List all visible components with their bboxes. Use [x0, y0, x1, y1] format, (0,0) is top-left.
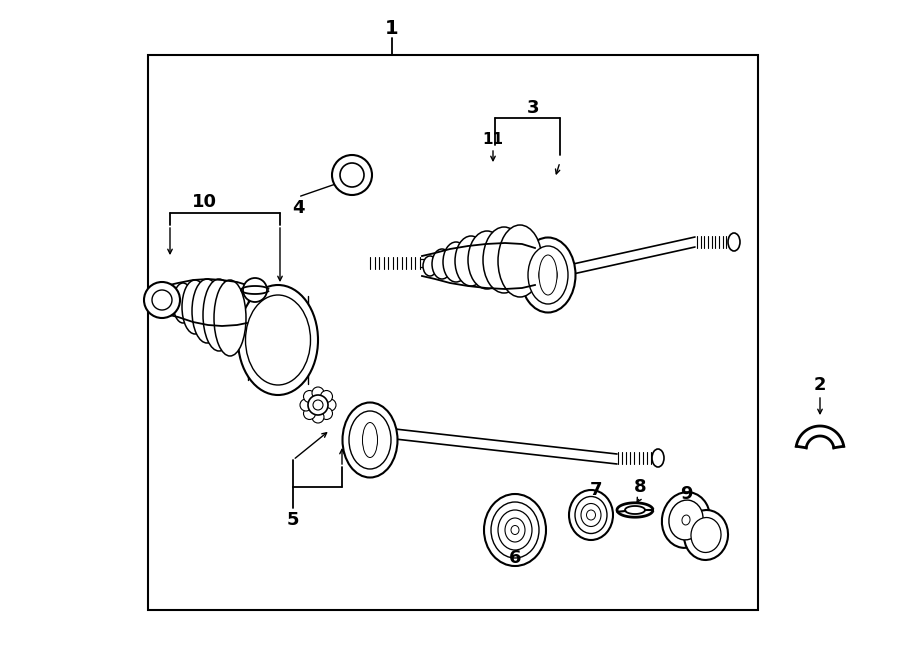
- Circle shape: [313, 400, 323, 410]
- Circle shape: [303, 407, 316, 420]
- Circle shape: [152, 290, 172, 310]
- Ellipse shape: [203, 279, 235, 351]
- Ellipse shape: [338, 164, 366, 186]
- Ellipse shape: [669, 500, 703, 540]
- Ellipse shape: [432, 249, 452, 279]
- Ellipse shape: [363, 432, 377, 447]
- Ellipse shape: [483, 227, 525, 293]
- Circle shape: [324, 399, 336, 411]
- Circle shape: [312, 411, 324, 423]
- Ellipse shape: [728, 233, 740, 251]
- Ellipse shape: [652, 449, 664, 467]
- Ellipse shape: [505, 518, 525, 542]
- Ellipse shape: [491, 502, 539, 558]
- Text: 10: 10: [192, 193, 217, 211]
- Text: 1: 1: [385, 19, 399, 38]
- Ellipse shape: [511, 525, 519, 535]
- Ellipse shape: [423, 256, 437, 276]
- Ellipse shape: [539, 265, 557, 285]
- Circle shape: [303, 391, 316, 403]
- Ellipse shape: [343, 168, 361, 182]
- Ellipse shape: [569, 490, 613, 540]
- Circle shape: [340, 163, 364, 187]
- Text: 2: 2: [814, 376, 826, 394]
- Ellipse shape: [182, 280, 208, 334]
- Text: 3: 3: [526, 99, 539, 117]
- Ellipse shape: [455, 236, 487, 286]
- Ellipse shape: [468, 231, 506, 289]
- Ellipse shape: [343, 403, 398, 477]
- Ellipse shape: [363, 422, 377, 457]
- Ellipse shape: [520, 237, 575, 313]
- Circle shape: [320, 407, 332, 420]
- Ellipse shape: [498, 510, 532, 550]
- Circle shape: [300, 399, 312, 411]
- Circle shape: [320, 391, 332, 403]
- Ellipse shape: [684, 510, 728, 560]
- Ellipse shape: [165, 286, 179, 314]
- Ellipse shape: [662, 492, 710, 548]
- Ellipse shape: [498, 225, 542, 297]
- Text: 4: 4: [292, 199, 304, 217]
- Ellipse shape: [575, 496, 607, 533]
- Circle shape: [308, 395, 328, 415]
- Text: 7: 7: [590, 481, 602, 499]
- Text: 11: 11: [482, 132, 503, 147]
- Ellipse shape: [587, 510, 596, 520]
- Ellipse shape: [349, 411, 391, 469]
- Ellipse shape: [539, 260, 557, 290]
- Text: 6: 6: [508, 549, 521, 567]
- Ellipse shape: [691, 518, 721, 553]
- Circle shape: [144, 282, 180, 318]
- Ellipse shape: [528, 246, 568, 304]
- Ellipse shape: [484, 494, 546, 566]
- Circle shape: [332, 155, 372, 195]
- Ellipse shape: [581, 504, 601, 527]
- Text: 8: 8: [634, 478, 646, 496]
- Text: 9: 9: [680, 485, 692, 503]
- Ellipse shape: [214, 280, 246, 356]
- Ellipse shape: [443, 242, 469, 282]
- Ellipse shape: [238, 285, 318, 395]
- Ellipse shape: [243, 278, 267, 302]
- Text: 5: 5: [287, 511, 299, 529]
- Ellipse shape: [363, 428, 377, 453]
- Ellipse shape: [246, 295, 310, 385]
- Circle shape: [312, 387, 324, 399]
- Ellipse shape: [682, 515, 690, 525]
- Ellipse shape: [539, 255, 557, 295]
- Ellipse shape: [192, 279, 222, 343]
- Ellipse shape: [173, 283, 193, 323]
